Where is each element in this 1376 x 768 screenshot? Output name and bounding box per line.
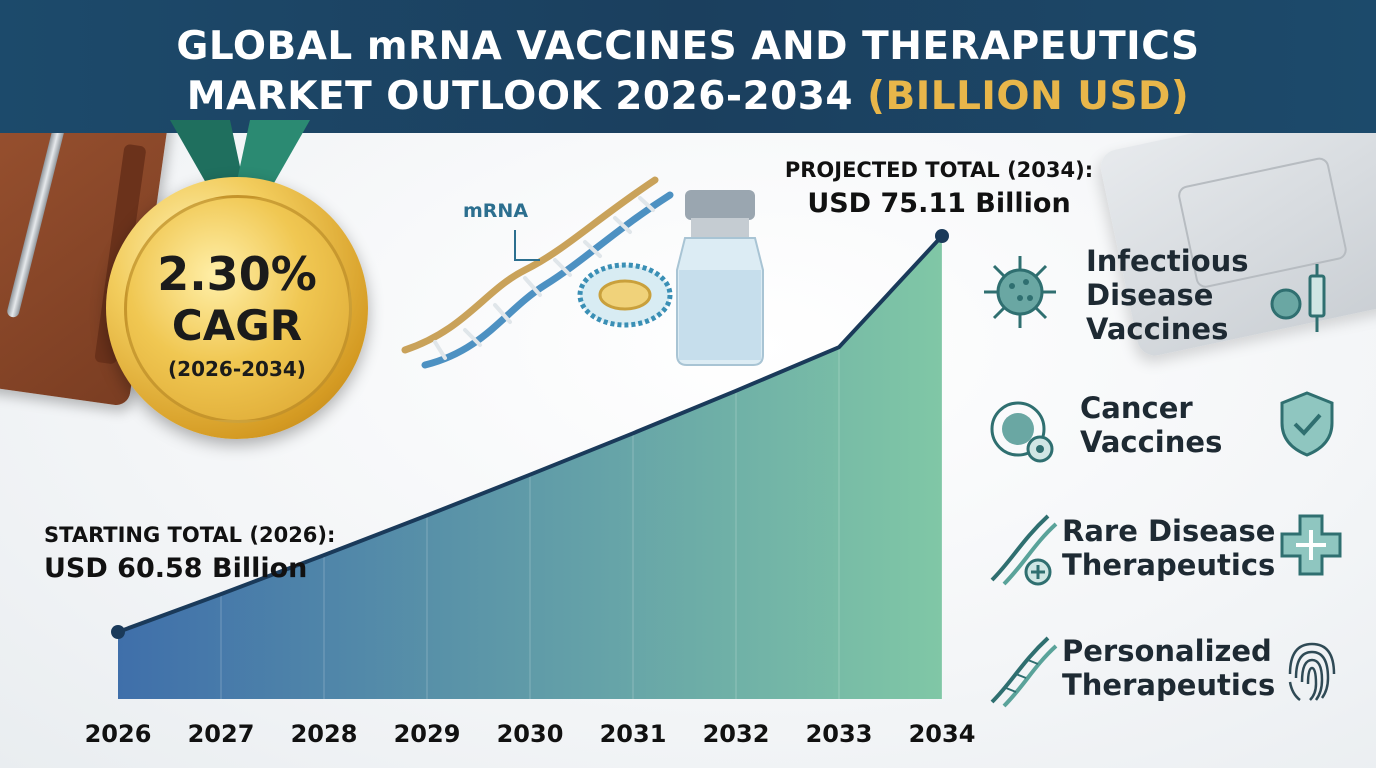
x-tick-label: 2029 <box>394 720 461 748</box>
area-fill <box>118 236 942 699</box>
cancer-cell-icon <box>990 401 1054 463</box>
shield-check-icon <box>1280 391 1334 457</box>
application-label: Cancer Vaccines <box>1080 391 1223 459</box>
end-value: USD 75.11 Billion <box>807 188 1071 219</box>
dna-plus-icon <box>990 514 1058 586</box>
end-point <box>935 229 949 243</box>
x-tick-label: 2034 <box>909 720 976 748</box>
cagr-value: 2.30% <box>157 247 317 301</box>
start-point <box>111 625 125 639</box>
cagr-years: (2026-2034) <box>168 357 306 381</box>
application-label: Infectious Disease Vaccines <box>1086 244 1249 346</box>
nanoparticle-icon <box>577 262 673 328</box>
title-unit: (BILLION USD) <box>867 74 1190 119</box>
vial-icon <box>676 190 764 366</box>
x-tick-label: 2028 <box>291 720 358 748</box>
starting-total-annotation: STARTING TOTAL (2026): USD 60.58 Billion <box>44 523 335 584</box>
title-line-1: GLOBAL mRNA VACCINES AND THERAPEUTICS <box>176 24 1200 69</box>
syringe-icon <box>1270 264 1326 332</box>
virus-icon <box>984 256 1056 328</box>
page-title: GLOBAL mRNA VACCINES AND THERAPEUTICS MA… <box>0 22 1376 122</box>
series-line <box>117 234 944 634</box>
projected-total-annotation: PROJECTED TOTAL (2034): USD 75.11 Billio… <box>780 158 1098 219</box>
application-label: Rare Disease Therapeutics <box>1062 514 1276 582</box>
title-line-2: MARKET OUTLOOK 2026-2034 <box>186 74 854 119</box>
mrna-illustration <box>401 176 764 369</box>
x-tick-label: 2026 <box>85 720 152 748</box>
cagr-medal: 2.30% CAGR (2026-2034) <box>106 177 368 439</box>
start-value: USD 60.58 Billion <box>44 553 308 584</box>
start-label: STARTING TOTAL (2026): <box>44 523 336 547</box>
dna-icon <box>990 636 1058 708</box>
x-tick-label: 2033 <box>806 720 873 748</box>
end-label: PROJECTED TOTAL (2034): <box>784 158 1094 182</box>
x-tick-label: 2032 <box>703 720 770 748</box>
cagr-label: CAGR <box>171 301 303 350</box>
mrna-label: mRNA <box>463 200 529 222</box>
application-label: Personalized Therapeutics <box>1062 634 1276 702</box>
x-tick-label: 2031 <box>600 720 667 748</box>
x-tick-label: 2027 <box>188 720 255 748</box>
x-tick-label: 2030 <box>497 720 564 748</box>
application-item: Cancer Vaccines <box>976 385 1376 495</box>
dna-helix-icon <box>401 176 674 369</box>
application-item: Rare Disease Therapeutics <box>976 510 1376 620</box>
application-item: Infectious Disease Vaccines <box>976 240 1376 350</box>
medal-ribbon <box>170 120 310 190</box>
application-item: Personalized Therapeutics <box>976 630 1376 740</box>
header-banner: GLOBAL mRNA VACCINES AND THERAPEUTICS MA… <box>0 0 1376 133</box>
medical-cross-icon <box>1280 514 1342 576</box>
fingerprint-icon <box>1288 642 1336 701</box>
